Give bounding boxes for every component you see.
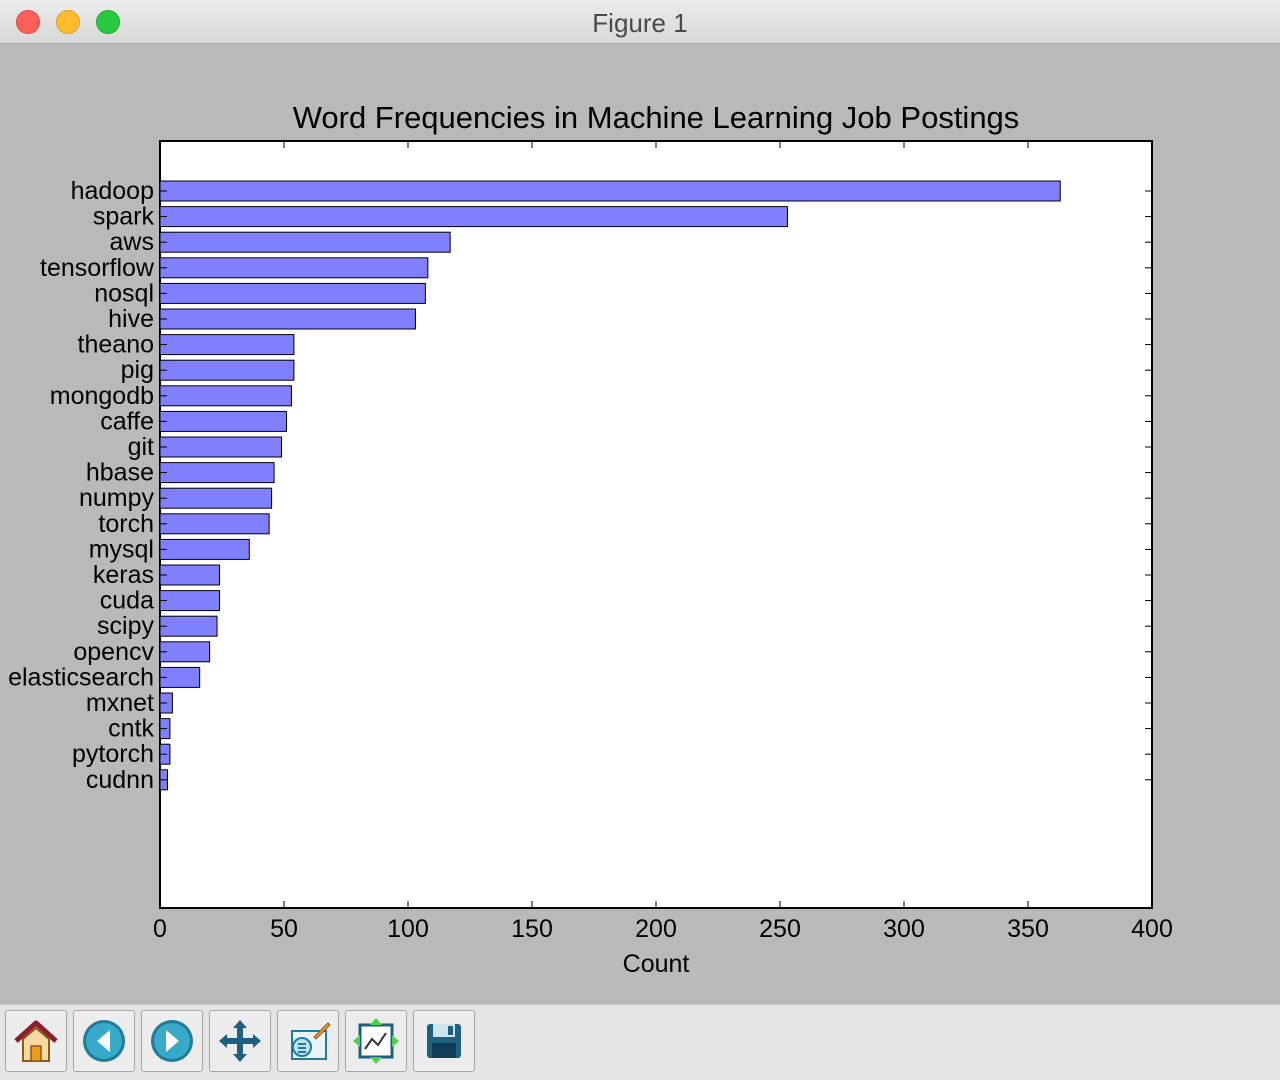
bar-tensorflow xyxy=(159,257,429,279)
x-tick-label-300: 300 xyxy=(883,915,925,943)
minimize-window-button[interactable] xyxy=(56,10,80,34)
save-icon xyxy=(427,1024,461,1058)
bars-group xyxy=(159,180,1061,791)
category-label-cuda: cuda xyxy=(100,587,154,615)
category-label-torch: torch xyxy=(98,510,154,538)
x-tick-label-200: 200 xyxy=(635,915,677,943)
zoom-rect-icon xyxy=(291,1022,331,1060)
x-tick-label-350: 350 xyxy=(1007,915,1049,943)
category-label-hadoop: hadoop xyxy=(71,177,154,205)
category-labels: hadoopsparkawstensorflownosqlhivetheanop… xyxy=(8,177,1152,794)
category-label-cudnn: cudnn xyxy=(86,766,154,794)
x-tick-label-400: 400 xyxy=(1131,915,1173,943)
matplotlib-toolbar xyxy=(0,1004,1280,1080)
category-label-pytorch: pytorch xyxy=(72,740,154,768)
category-label-mongodb: mongodb xyxy=(50,382,154,410)
forward-button[interactable] xyxy=(141,1010,203,1072)
home-button[interactable] xyxy=(5,1010,67,1072)
category-label-elasticsearch: elasticsearch xyxy=(8,663,154,691)
move-icon xyxy=(219,1020,261,1062)
category-label-scipy: scipy xyxy=(97,612,154,640)
zoom-button[interactable] xyxy=(277,1010,339,1072)
bar-hbase xyxy=(159,462,275,484)
category-label-numpy: numpy xyxy=(79,484,155,512)
category-label-spark: spark xyxy=(93,203,155,231)
bar-keras xyxy=(159,564,221,586)
bar-torch xyxy=(159,513,270,535)
plot-area xyxy=(159,140,1153,909)
x-tick-label-150: 150 xyxy=(511,915,553,943)
bar-opencv xyxy=(159,641,211,663)
window-titlebar: Figure 1 xyxy=(0,0,1280,44)
close-window-button[interactable] xyxy=(16,10,40,34)
x-tick-label-50: 50 xyxy=(270,915,298,943)
bar-cuda xyxy=(159,590,221,612)
x-tick-label-100: 100 xyxy=(387,915,429,943)
bar-hive xyxy=(159,308,416,330)
category-label-nosql: nosql xyxy=(94,279,154,307)
bar-theano xyxy=(159,334,295,356)
category-label-cntk: cntk xyxy=(108,715,154,743)
bar-chart: Word Frequencies in Machine Learning Job… xyxy=(8,100,1173,978)
back-arrow-icon xyxy=(83,1020,125,1062)
category-label-pig: pig xyxy=(121,356,154,384)
category-label-tensorflow: tensorflow xyxy=(40,254,155,282)
bar-hadoop xyxy=(159,180,1061,202)
category-label-mysql: mysql xyxy=(89,535,154,563)
category-label-keras: keras xyxy=(93,561,154,589)
bar-mongodb xyxy=(159,385,292,407)
forward-arrow-icon xyxy=(151,1020,193,1062)
back-button[interactable] xyxy=(73,1010,135,1072)
category-label-caffe: caffe xyxy=(100,407,154,435)
save-button[interactable] xyxy=(413,1010,475,1072)
bar-spark xyxy=(159,206,788,228)
subplots-icon xyxy=(353,1018,399,1064)
category-label-theano: theano xyxy=(78,331,154,359)
x-tick-label-250: 250 xyxy=(759,915,801,943)
bar-pig xyxy=(159,359,295,381)
x-axis-ticks: 0 50 100 150 200 250 300 350 400 xyxy=(153,141,1173,943)
bar-scipy xyxy=(159,615,218,637)
category-label-hbase: hbase xyxy=(86,459,154,487)
category-label-mxnet: mxnet xyxy=(86,689,154,717)
bar-numpy xyxy=(159,487,273,509)
category-label-opencv: opencv xyxy=(73,638,154,666)
bar-git xyxy=(159,436,283,458)
x-axis-label: Count xyxy=(623,950,690,978)
category-label-git: git xyxy=(128,433,154,461)
bar-nosql xyxy=(159,282,426,304)
bar-mysql xyxy=(159,538,250,560)
x-tick-label-0: 0 xyxy=(153,915,167,943)
category-label-aws: aws xyxy=(110,228,154,256)
subplots-button[interactable] xyxy=(345,1010,407,1072)
home-icon xyxy=(14,1020,58,1062)
window-title: Figure 1 xyxy=(592,8,688,38)
bar-caffe xyxy=(159,410,287,432)
maximize-window-button[interactable] xyxy=(96,10,120,34)
bar-aws xyxy=(159,231,451,253)
category-label-hive: hive xyxy=(108,305,154,333)
pan-button[interactable] xyxy=(209,1010,271,1072)
chart-title: Word Frequencies in Machine Learning Job… xyxy=(293,100,1020,135)
figure-canvas[interactable]: Word Frequencies in Machine Learning Job… xyxy=(0,44,1280,1004)
